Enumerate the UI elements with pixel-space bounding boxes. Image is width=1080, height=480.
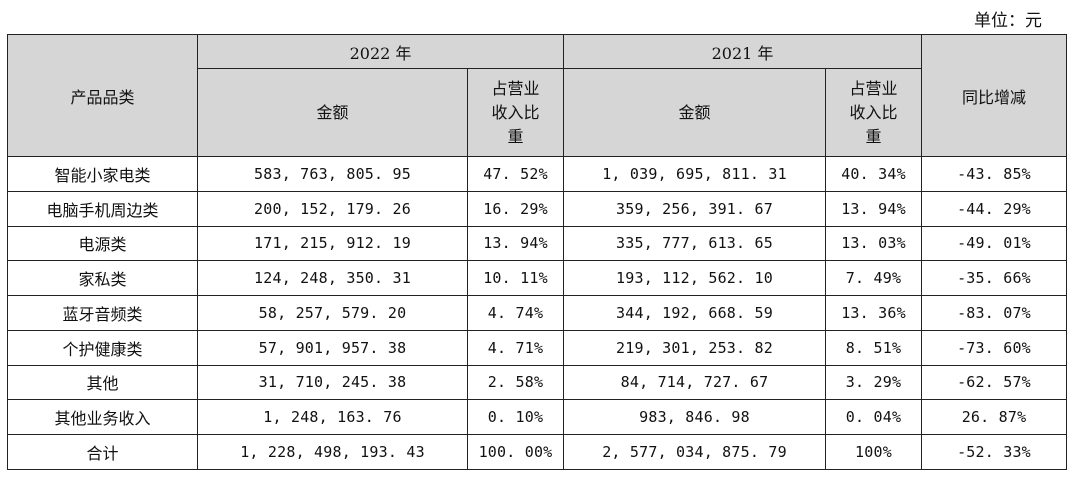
- row-share-2021: 13. 36%: [825, 295, 922, 331]
- row-share-2022: 4. 74%: [467, 295, 564, 331]
- row-category: 蓝牙音频类: [7, 295, 198, 331]
- row-category: 其他业务收入: [7, 399, 198, 436]
- row-share-2022: 2. 58%: [467, 364, 564, 401]
- row-share-2022: 100. 00%: [467, 434, 564, 470]
- header-share-2022: 占营业收入比重: [467, 68, 564, 157]
- row-amount-2021: 359, 256, 391. 67: [563, 190, 826, 227]
- row-share-2022: 47. 52%: [467, 156, 564, 192]
- row-amount-2021: 219, 301, 253. 82: [563, 329, 826, 366]
- row-share-2021: 13. 94%: [825, 190, 922, 227]
- header-year-2022: 2022 年: [197, 34, 564, 69]
- header-share-2021-label: 占营业收入比重: [849, 78, 898, 146]
- row-amount-2022: 57, 901, 957. 38: [197, 329, 468, 366]
- header-share-2022-label: 占营业收入比重: [491, 78, 540, 146]
- table-row: 电脑手机周边类 200, 152, 179. 26 16. 29% 359, 2…: [7, 190, 1067, 227]
- table-row-total: 合计 1, 228, 498, 193. 43 100. 00% 2, 577,…: [7, 434, 1067, 470]
- row-category: 电脑手机周边类: [7, 190, 198, 227]
- row-share-2021: 0. 04%: [825, 399, 922, 436]
- row-amount-2022: 124, 248, 350. 31: [197, 260, 468, 297]
- header-share-2021: 占营业收入比重: [825, 68, 922, 157]
- row-share-2021: 3. 29%: [825, 364, 922, 401]
- row-amount-2022: 31, 710, 245. 38: [197, 364, 468, 401]
- table-row: 智能小家电类 583, 763, 805. 95 47. 52% 1, 039,…: [7, 156, 1067, 192]
- row-amount-2021: 335, 777, 613. 65: [563, 225, 826, 262]
- revenue-by-category-table: 产品品类 2022 年 2021 年 同比增减 金额 占营业收入比重 金额 占营…: [7, 34, 1067, 470]
- row-category: 其他: [7, 364, 198, 401]
- row-amount-2021: 193, 112, 562. 10: [563, 260, 826, 297]
- table-row: 电源类 171, 215, 912. 19 13. 94% 335, 777, …: [7, 225, 1067, 262]
- row-category: 电源类: [7, 225, 198, 262]
- row-yoy: -52. 33%: [921, 434, 1067, 470]
- row-yoy: -43. 85%: [921, 156, 1067, 192]
- header-category: 产品品类: [7, 34, 198, 157]
- table-row: 个护健康类 57, 901, 957. 38 4. 71% 219, 301, …: [7, 329, 1067, 366]
- row-amount-2021: 344, 192, 668. 59: [563, 295, 826, 331]
- row-amount-2021: 84, 714, 727. 67: [563, 364, 826, 401]
- header-year-2021: 2021 年: [563, 34, 922, 69]
- row-share-2021: 13. 03%: [825, 225, 922, 262]
- row-amount-2021: 983, 846. 98: [563, 399, 826, 436]
- row-share-2022: 13. 94%: [467, 225, 564, 262]
- row-amount-2022: 171, 215, 912. 19: [197, 225, 468, 262]
- table-row: 蓝牙音频类 58, 257, 579. 20 4. 74% 344, 192, …: [7, 295, 1067, 331]
- row-share-2022: 10. 11%: [467, 260, 564, 297]
- row-yoy: -44. 29%: [921, 190, 1067, 227]
- row-category: 家私类: [7, 260, 198, 297]
- row-share-2021: 8. 51%: [825, 329, 922, 366]
- row-category: 合计: [7, 434, 198, 470]
- row-amount-2021: 1, 039, 695, 811. 31: [563, 156, 826, 192]
- table-row: 其他业务收入 1, 248, 163. 76 0. 10% 983, 846. …: [7, 399, 1067, 436]
- row-amount-2021: 2, 577, 034, 875. 79: [563, 434, 826, 470]
- row-yoy: 26. 87%: [921, 399, 1067, 436]
- row-amount-2022: 583, 763, 805. 95: [197, 156, 468, 192]
- row-yoy: -49. 01%: [921, 225, 1067, 262]
- row-amount-2022: 1, 248, 163. 76: [197, 399, 468, 436]
- row-share-2021: 7. 49%: [825, 260, 922, 297]
- row-category: 个护健康类: [7, 329, 198, 366]
- row-amount-2022: 1, 228, 498, 193. 43: [197, 434, 468, 470]
- row-share-2021: 40. 34%: [825, 156, 922, 192]
- header-yoy-change: 同比增减: [921, 34, 1067, 157]
- row-yoy: -73. 60%: [921, 329, 1067, 366]
- header-amount-2022: 金额: [197, 68, 468, 157]
- row-yoy: -83. 07%: [921, 295, 1067, 331]
- row-amount-2022: 200, 152, 179. 26: [197, 190, 468, 227]
- row-amount-2022: 58, 257, 579. 20: [197, 295, 468, 331]
- row-share-2022: 0. 10%: [467, 399, 564, 436]
- row-category: 智能小家电类: [7, 156, 198, 192]
- row-share-2022: 16. 29%: [467, 190, 564, 227]
- unit-label: 单位：元: [974, 11, 1042, 31]
- header-amount-2021: 金额: [563, 68, 826, 157]
- row-share-2021: 100%: [825, 434, 922, 470]
- row-yoy: -62. 57%: [921, 364, 1067, 401]
- row-yoy: -35. 66%: [921, 260, 1067, 297]
- table-row: 其他 31, 710, 245. 38 2. 58% 84, 714, 727.…: [7, 364, 1067, 401]
- table-row: 家私类 124, 248, 350. 31 10. 11% 193, 112, …: [7, 260, 1067, 297]
- row-share-2022: 4. 71%: [467, 329, 564, 366]
